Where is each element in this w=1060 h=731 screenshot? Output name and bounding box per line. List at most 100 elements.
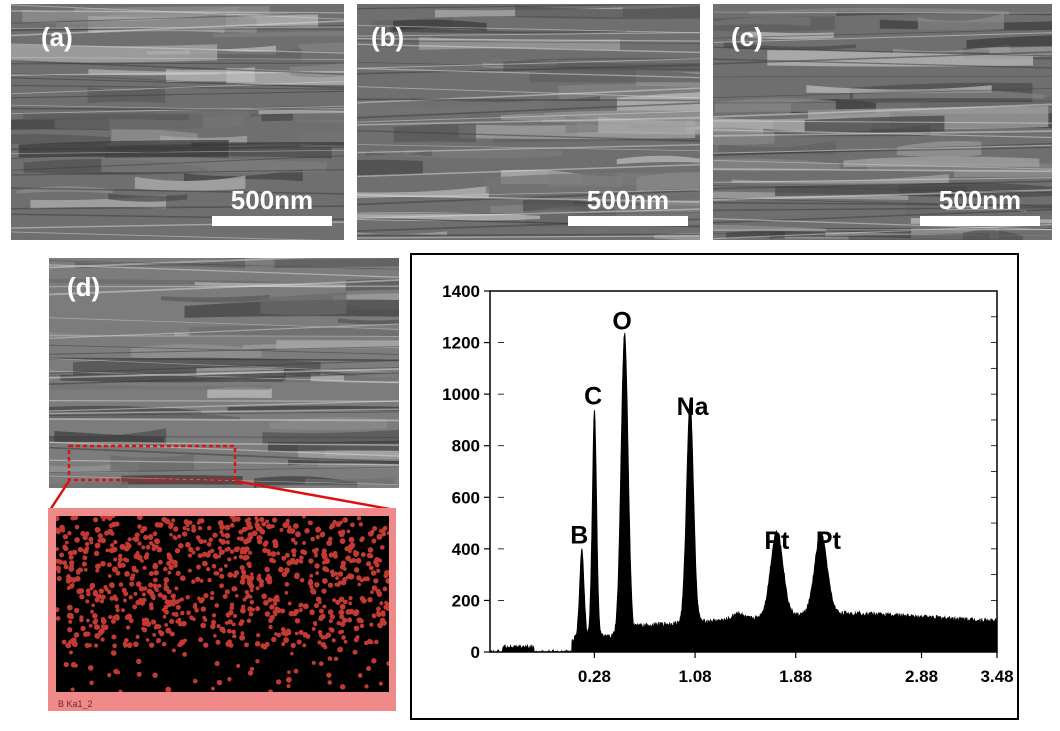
map-dot bbox=[218, 567, 223, 572]
sem-edge bbox=[713, 223, 1052, 240]
map-dot bbox=[171, 648, 176, 653]
map-dot bbox=[350, 522, 355, 528]
map-dot bbox=[115, 570, 121, 576]
map-dot bbox=[210, 548, 215, 554]
map-dot bbox=[218, 549, 225, 556]
map-dot bbox=[328, 536, 333, 542]
map-dot bbox=[327, 656, 333, 661]
sem-edge bbox=[357, 87, 700, 104]
scale-line-c bbox=[920, 216, 1040, 226]
map-dot bbox=[165, 627, 172, 634]
map-dot bbox=[379, 617, 386, 624]
map-dot bbox=[211, 686, 215, 691]
sem-layer bbox=[485, 171, 700, 196]
map-dot bbox=[295, 558, 300, 563]
map-dot bbox=[327, 680, 332, 685]
map-dot bbox=[256, 535, 262, 541]
map-dot bbox=[187, 568, 192, 573]
map-dot bbox=[376, 568, 381, 573]
map-dot bbox=[264, 566, 270, 573]
map-dot bbox=[135, 581, 142, 587]
map-dot bbox=[256, 539, 263, 545]
sem-edge bbox=[713, 217, 1052, 231]
map-dot bbox=[129, 581, 135, 587]
map-dot bbox=[111, 516, 116, 518]
map-dot bbox=[245, 574, 250, 580]
sem-layer bbox=[191, 141, 344, 147]
map-dot bbox=[225, 612, 231, 618]
map-dot bbox=[68, 619, 73, 624]
map-dot bbox=[310, 536, 315, 542]
map-dot bbox=[210, 623, 216, 630]
map-dot bbox=[221, 533, 225, 537]
map-dot bbox=[136, 671, 142, 677]
map-dot bbox=[367, 597, 373, 603]
sem-layer bbox=[418, 159, 654, 173]
map-dot bbox=[152, 633, 157, 637]
sem-edge bbox=[713, 120, 1052, 124]
map-dot bbox=[376, 610, 381, 616]
sem-layer bbox=[289, 62, 344, 78]
map-dot bbox=[327, 609, 334, 615]
map-dot bbox=[287, 670, 291, 675]
sem-edge bbox=[11, 150, 344, 154]
sem-edge bbox=[49, 372, 399, 385]
map-dot bbox=[366, 577, 370, 582]
map-dot bbox=[267, 597, 273, 603]
map-dot bbox=[153, 538, 160, 544]
map-dot bbox=[161, 641, 167, 647]
map-dot bbox=[333, 571, 339, 576]
sem-edge bbox=[49, 317, 399, 330]
map-dot bbox=[239, 536, 245, 542]
map-dot bbox=[232, 634, 237, 639]
map-dot bbox=[340, 629, 345, 634]
map-dot bbox=[346, 529, 351, 534]
map-dot bbox=[158, 559, 163, 565]
sem-edge bbox=[713, 144, 1052, 154]
map-dot bbox=[337, 530, 343, 535]
map-dot bbox=[245, 593, 251, 599]
map-dot bbox=[157, 583, 162, 588]
map-dot bbox=[127, 537, 132, 542]
map-dot bbox=[179, 597, 184, 602]
sem-edge bbox=[357, 233, 700, 237]
map-dot bbox=[290, 559, 296, 565]
sem-layer bbox=[892, 44, 1010, 54]
map-dot bbox=[98, 588, 104, 594]
sem-image-d: (d) bbox=[49, 258, 399, 488]
sem-edge bbox=[713, 146, 1052, 155]
map-dot bbox=[285, 676, 292, 683]
map-dot bbox=[214, 571, 220, 576]
map-dot bbox=[261, 521, 267, 527]
map-dot bbox=[158, 629, 162, 634]
map-dot bbox=[153, 570, 159, 576]
map-dot bbox=[70, 577, 77, 583]
map-dot bbox=[141, 545, 146, 550]
map-dot bbox=[315, 571, 320, 576]
map-dot bbox=[249, 588, 254, 593]
map-dot bbox=[218, 538, 223, 543]
map-dot bbox=[107, 673, 112, 678]
map-dot bbox=[376, 606, 381, 612]
map-dot bbox=[74, 537, 80, 543]
map-dot bbox=[292, 523, 299, 530]
map-dot bbox=[109, 583, 115, 589]
map-dot bbox=[205, 552, 211, 558]
map-dot bbox=[327, 582, 334, 588]
map-dot bbox=[186, 610, 191, 616]
scale-bar-b: 500nm bbox=[568, 186, 688, 226]
map-dot bbox=[97, 538, 102, 543]
map-dot bbox=[173, 563, 178, 568]
map-dot bbox=[370, 529, 375, 535]
map-dot bbox=[374, 639, 379, 645]
map-dot bbox=[376, 533, 383, 540]
map-dot bbox=[124, 637, 129, 643]
map-dot bbox=[358, 522, 364, 527]
map-dot bbox=[368, 553, 374, 559]
map-dot bbox=[109, 543, 115, 548]
map-dot bbox=[145, 544, 151, 550]
map-dot bbox=[227, 571, 234, 578]
scale-text-a: 500nm bbox=[230, 185, 314, 215]
map-dot bbox=[333, 656, 339, 662]
map-dot bbox=[156, 546, 163, 553]
